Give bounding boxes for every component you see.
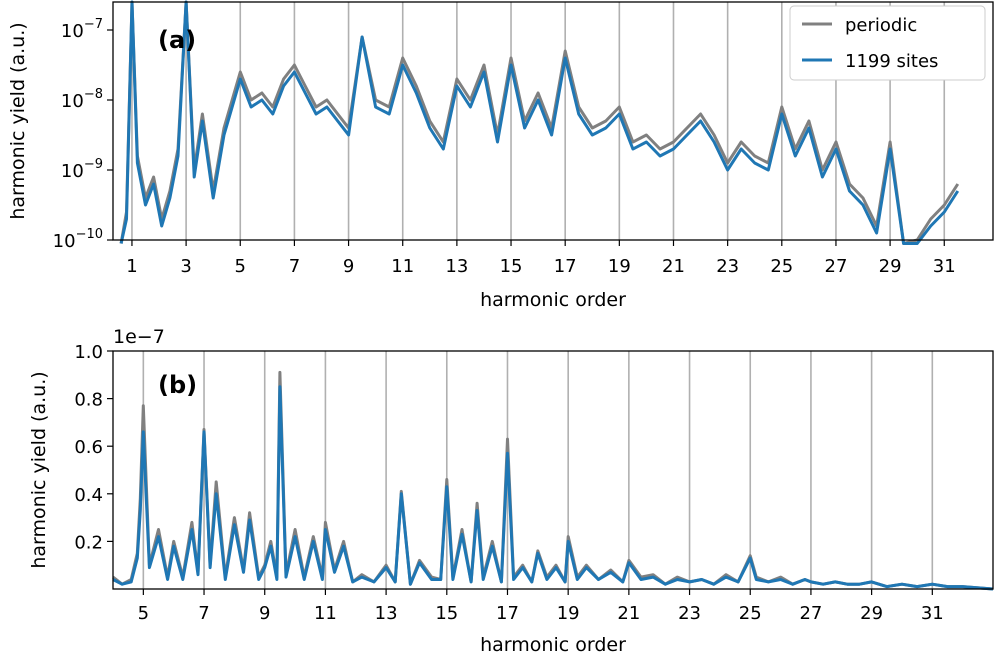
legend-label-periodic: periodic	[845, 15, 917, 36]
x-tick-label-b: 21	[617, 603, 640, 624]
y-offset-text-b: 1e−7	[113, 326, 165, 348]
x-tick-label-b: 29	[860, 603, 883, 624]
y-tick-label-a: 10−8	[61, 87, 103, 112]
panel-a: 1 3 5 7 9 11 13 15 17 19 21 23 25 27 29 31 10−710−810−9…	[7, 0, 994, 311]
grid-lines-a	[131, 2, 946, 240]
x-tick-label-b: 15	[435, 603, 458, 624]
y-tick-label-b: 0.4	[74, 485, 103, 506]
x-ticks-a: 1 3 5 7 9 11 13 15 17 19 21 23 25 27 29 31	[126, 240, 956, 277]
axes-frame-a	[112, 1, 994, 241]
x-tick-label-a: 17	[554, 256, 577, 277]
x-tick-label-a: 9	[343, 256, 354, 277]
y-ticks-a: 10−7 10−8 10−9 10−10	[53, 17, 113, 252]
x-tick-label-b: 17	[496, 603, 519, 624]
x-tick-label-a: 15	[500, 256, 523, 277]
series-group-a	[119, 0, 960, 245]
x-tick-label-a: 21	[662, 256, 685, 277]
y-axis-label-a: harmonic yield (a.u.)	[7, 22, 29, 219]
x-tick-label-b: 23	[678, 603, 701, 624]
y-tick-label-b: 0.8	[74, 390, 103, 411]
panel-b: 5 7 9 11 13 15 17 19 21 23 25 27 29 31 0.2 0.4 0.6 0.8 1.…	[28, 326, 994, 656]
x-tick-label-a: 11	[391, 256, 414, 277]
x-axis-label-a: harmonic order	[480, 289, 626, 311]
y-tick-label-b: 0.2	[74, 532, 103, 553]
x-tick-label-b: 31	[921, 603, 944, 624]
plot-area-b	[113, 351, 993, 589]
x-tick-label-a: 5	[235, 256, 246, 277]
x-tick-label-a: 7	[289, 256, 300, 277]
legend-box	[789, 5, 986, 81]
x-tick-label-b: 19	[557, 603, 580, 624]
y-axis-label-b: harmonic yield (a.u.)	[28, 371, 50, 568]
x-axis-label-b: harmonic order	[480, 634, 626, 656]
y-tick-label-a: 10−10	[53, 227, 103, 252]
x-tick-label-b: 27	[799, 603, 822, 624]
x-tick-label-b: 13	[375, 603, 398, 624]
panel-label-b: (b)	[158, 371, 197, 399]
series-line-1199-sites-b	[112, 385, 994, 591]
x-tick-label-a: 27	[825, 256, 848, 277]
x-tick-label-b: 25	[739, 603, 762, 624]
y-tick-label-a: 10−7	[61, 17, 103, 42]
x-tick-label-b: 7	[198, 603, 209, 624]
y-tick-label-b: 0.6	[74, 437, 103, 458]
legend: periodic 1199 sites	[789, 5, 986, 81]
x-tick-label-a: 3	[180, 256, 191, 277]
x-tick-label-a: 13	[445, 256, 468, 277]
x-tick-label-a: 19	[608, 256, 631, 277]
x-tick-label-a: 31	[933, 256, 956, 277]
x-tick-label-a: 25	[770, 256, 793, 277]
y-tick-label-a: 10−9	[61, 157, 103, 182]
grid-lines-b	[142, 351, 934, 589]
series-group-b	[112, 370, 994, 591]
x-tick-label-b: 5	[138, 603, 149, 624]
panel-label-a: (a)	[158, 26, 196, 54]
y-ticks-b: 0.2 0.4 0.6 0.8 1.0	[74, 342, 113, 553]
x-tick-label-a: 29	[879, 256, 902, 277]
x-tick-label-b: 11	[314, 603, 337, 624]
y-tick-label-b: 1.0	[74, 342, 103, 363]
x-tick-label-b: 9	[259, 603, 270, 624]
series-line-1199-sites-a	[119, 0, 960, 245]
x-tick-label-a: 1	[126, 256, 137, 277]
x-ticks-b: 5 7 9 11 13 15 17 19 21 23 25 27 29 31	[138, 589, 944, 624]
axes-frame-b	[112, 350, 994, 590]
legend-label-1199-sites: 1199 sites	[845, 51, 938, 72]
x-tick-label-a: 23	[716, 256, 739, 277]
